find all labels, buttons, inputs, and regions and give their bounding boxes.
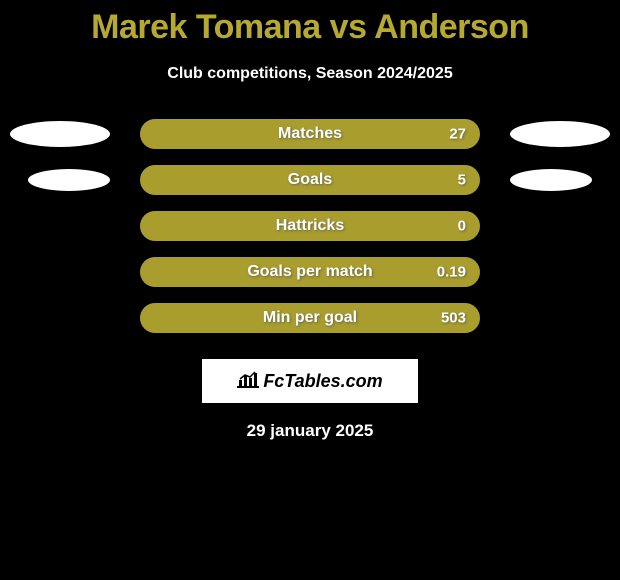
logo-box: FcTables.com [202, 359, 418, 403]
chart-icon [237, 370, 259, 393]
stat-row: Matches 27 [0, 111, 620, 157]
stat-label: Goals [288, 171, 332, 189]
stat-bar: Matches 27 [140, 119, 480, 149]
logo: FcTables.com [237, 370, 382, 393]
logo-text: FcTables.com [263, 371, 382, 392]
stat-row: Min per goal 503 [0, 295, 620, 341]
stat-bar: Goals per match 0.19 [140, 257, 480, 287]
stat-row: Hattricks 0 [0, 203, 620, 249]
stat-row: Goals per match 0.19 [0, 249, 620, 295]
stat-bar: Min per goal 503 [140, 303, 480, 333]
stat-label: Min per goal [263, 309, 357, 327]
date-label: 29 january 2025 [0, 421, 620, 441]
stat-value: 5 [458, 172, 466, 189]
stat-rows: Matches 27 Goals 5 Hattricks 0 Goals per… [0, 111, 620, 341]
right-marker-ellipse [510, 169, 592, 191]
page-title: Marek Tomana vs Anderson [0, 0, 620, 47]
left-marker-ellipse [28, 169, 110, 191]
stat-label: Hattricks [276, 217, 344, 235]
left-marker-ellipse [10, 121, 110, 147]
stat-row: Goals 5 [0, 157, 620, 203]
stat-value: 503 [441, 310, 466, 327]
stat-label: Goals per match [247, 263, 372, 281]
right-marker-ellipse [510, 121, 610, 147]
stat-label: Matches [278, 125, 342, 143]
stat-bar: Goals 5 [140, 165, 480, 195]
subtitle: Club competitions, Season 2024/2025 [0, 65, 620, 83]
stat-value: 27 [449, 126, 466, 143]
stat-value: 0.19 [437, 264, 466, 281]
stat-value: 0 [458, 218, 466, 235]
stat-bar: Hattricks 0 [140, 211, 480, 241]
